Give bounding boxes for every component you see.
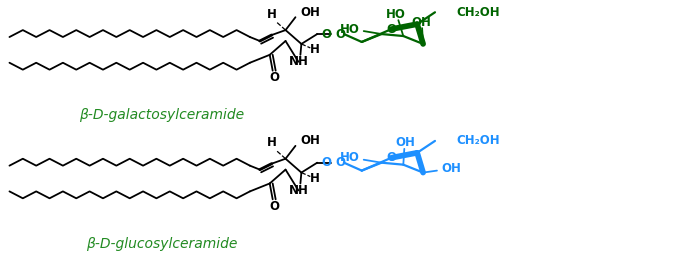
Text: O: O (387, 23, 396, 36)
Text: OH: OH (411, 16, 431, 29)
Text: β-D-glucosylceramide: β-D-glucosylceramide (86, 237, 237, 251)
Text: HO: HO (340, 151, 360, 164)
Text: OH: OH (300, 6, 320, 19)
Text: H: H (310, 172, 320, 185)
Text: O: O (270, 200, 280, 213)
Text: H: H (267, 8, 276, 21)
Text: HO: HO (385, 8, 406, 21)
Text: CH₂OH: CH₂OH (457, 134, 500, 147)
Text: H: H (267, 136, 276, 149)
Text: O: O (270, 71, 280, 84)
Text: OH: OH (300, 134, 320, 147)
Text: CH₂OH: CH₂OH (457, 6, 500, 19)
Text: HO: HO (340, 23, 360, 36)
Text: O: O (335, 28, 345, 40)
Text: OH: OH (441, 162, 461, 175)
Text: NH: NH (289, 55, 308, 68)
Text: H: H (310, 43, 320, 56)
Text: O: O (321, 28, 331, 40)
Text: OH: OH (395, 136, 415, 149)
Text: NH: NH (289, 184, 308, 197)
Text: β-D-galactosylceramide: β-D-galactosylceramide (79, 108, 245, 122)
Text: O: O (387, 151, 396, 164)
Text: O: O (321, 156, 331, 169)
Text: O: O (335, 156, 345, 169)
